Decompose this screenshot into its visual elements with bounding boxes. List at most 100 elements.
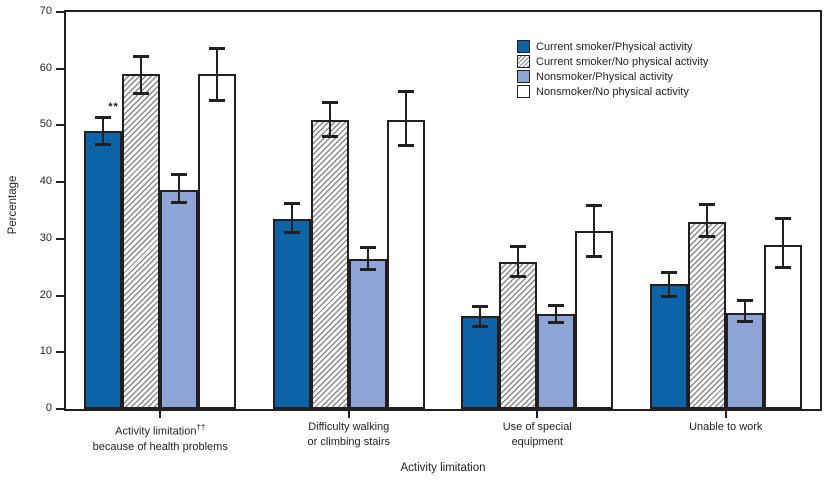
y-tick-mark xyxy=(56,294,64,297)
y-tick-label: 30 xyxy=(39,231,52,244)
error-bar-cap xyxy=(472,304,489,308)
category-label-line: equipment xyxy=(511,436,563,448)
bar xyxy=(687,221,726,409)
error-bar xyxy=(328,101,331,137)
error-bar-cap xyxy=(359,245,376,249)
error-bar-cap xyxy=(95,115,112,119)
category-label: Unable to work xyxy=(631,420,821,435)
error-bar xyxy=(479,305,482,327)
error-bar-cap xyxy=(698,235,715,239)
plot-area: ** xyxy=(64,10,822,411)
bar xyxy=(310,119,349,409)
error-bar-cap xyxy=(736,320,753,324)
bar xyxy=(499,261,538,409)
y-tick-mark xyxy=(56,237,64,240)
error-bar-cap xyxy=(171,200,188,204)
y-tick-label: 60 xyxy=(39,61,52,74)
error-bar-cap xyxy=(321,100,338,104)
y-tick-label: 70 xyxy=(39,5,52,17)
error-bar-cap xyxy=(510,245,527,249)
bar xyxy=(272,219,311,409)
bar xyxy=(84,131,123,409)
y-tick-mark xyxy=(56,124,64,127)
bar xyxy=(122,74,161,409)
significance-annotation: ** xyxy=(108,100,119,113)
bar xyxy=(763,244,802,409)
legend-swatch xyxy=(517,40,530,53)
y-tick-label: 0 xyxy=(45,402,52,414)
legend-item: Nonsmoker/No physical activity xyxy=(517,84,708,99)
y-tick-mark xyxy=(56,408,64,410)
y-tick-mark xyxy=(56,181,64,184)
error-bar xyxy=(290,203,293,234)
error-bar xyxy=(216,47,219,102)
category-label-line: or climbing stairs xyxy=(307,436,391,448)
category-label-line: Difficulty walking xyxy=(308,421,390,433)
category-label: Use of special equipment xyxy=(442,420,632,450)
error-bar xyxy=(667,272,670,297)
category-label-line: Use of special xyxy=(502,421,572,433)
error-bar-cap xyxy=(397,143,414,147)
bar xyxy=(649,284,688,409)
error-bar-cap xyxy=(548,321,565,325)
y-tick-label: 10 xyxy=(39,345,52,358)
error-bar xyxy=(404,90,407,146)
error-bar xyxy=(517,246,520,277)
error-bar-cap xyxy=(171,172,188,176)
x-axis-title: Activity limitation xyxy=(400,462,486,474)
x-tick-mark xyxy=(536,411,539,418)
error-bar-cap xyxy=(548,303,565,307)
error-bar-cap xyxy=(736,299,753,303)
legend-label: Nonsmoker/No physical activity xyxy=(536,85,689,98)
y-tick-mark xyxy=(56,11,64,13)
legend-swatch xyxy=(517,70,530,83)
error-bar-cap xyxy=(209,99,226,103)
category-label: Activity limitation†† because of health p… xyxy=(65,420,255,455)
category-label-line: Unable to work xyxy=(689,421,763,433)
error-bar xyxy=(366,246,369,271)
error-bar-cap xyxy=(133,55,150,59)
legend-swatch xyxy=(517,55,530,68)
category-label: Difficulty walking or climbing stairs xyxy=(254,420,444,450)
error-bar xyxy=(593,204,596,257)
error-bar-cap xyxy=(472,324,489,328)
error-bar-cap xyxy=(95,143,112,147)
x-tick-mark xyxy=(347,411,350,418)
legend-swatch xyxy=(517,85,530,98)
bar xyxy=(725,312,764,409)
error-bar xyxy=(781,218,784,269)
error-bar-cap xyxy=(209,46,226,50)
category-label-line: Activity limitation†† xyxy=(115,423,206,438)
x-tick-mark xyxy=(724,411,727,418)
category-label-line: because of health problems xyxy=(92,440,228,453)
y-tick-label: 50 xyxy=(39,118,52,131)
error-bar-cap xyxy=(133,92,150,96)
legend-label: Current smoker/No physical activity xyxy=(536,55,709,68)
legend-item: Current smoker/No physical activity xyxy=(517,54,708,69)
legend-label: Nonsmoker/Physical activity xyxy=(536,70,673,83)
bar xyxy=(160,190,199,409)
error-bar-cap xyxy=(774,217,791,221)
error-bar xyxy=(743,300,746,323)
bar xyxy=(198,74,237,409)
y-tick-mark xyxy=(56,67,64,70)
bar xyxy=(537,313,576,409)
bar xyxy=(386,119,425,409)
error-bar-cap xyxy=(283,231,300,235)
bar xyxy=(461,316,500,409)
bar xyxy=(348,258,387,409)
error-bar-cap xyxy=(660,271,677,275)
error-bar xyxy=(178,173,181,203)
error-bar-cap xyxy=(283,202,300,206)
error-bar-cap xyxy=(586,255,603,258)
error-bar-cap xyxy=(586,203,603,207)
error-bar xyxy=(140,56,143,95)
error-bar xyxy=(705,203,708,238)
error-bar-cap xyxy=(397,89,414,93)
x-tick-mark xyxy=(159,411,162,418)
error-bar-cap xyxy=(359,268,376,272)
y-tick-label: 40 xyxy=(39,175,52,188)
error-bar-cap xyxy=(698,202,715,206)
error-bar-cap xyxy=(321,134,338,138)
